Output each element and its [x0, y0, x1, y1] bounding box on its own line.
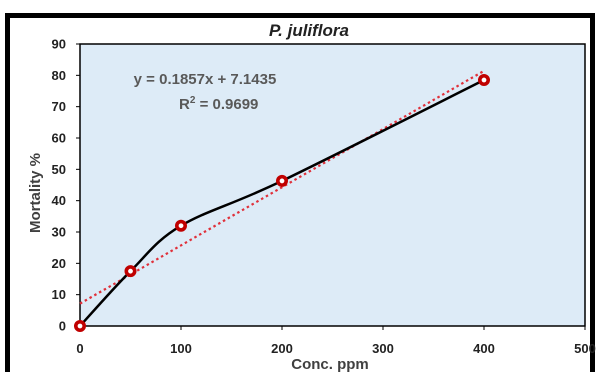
- y-tick-label: 70: [52, 99, 66, 114]
- plot-area: [79, 43, 586, 327]
- trendline-equation: y = 0.1857x + 7.1435: [134, 71, 277, 88]
- chart-title: P. juliflora: [269, 21, 349, 40]
- r-squared-label: R2 = 0.9699: [179, 95, 258, 113]
- y-tick-label: 10: [52, 287, 66, 302]
- x-axis-label: Conc. ppm: [291, 356, 369, 372]
- data-point: [477, 74, 490, 87]
- data-points: [74, 74, 490, 332]
- data-point: [275, 174, 288, 187]
- x-tick-label: 0: [76, 341, 83, 356]
- x-tick-label: 300: [372, 341, 394, 356]
- x-axis: 0 100 200 300 400 500: [76, 326, 596, 356]
- x-tick-label: 500: [574, 341, 596, 356]
- data-point: [124, 265, 137, 278]
- y-tick-label: 40: [52, 193, 66, 208]
- data-point: [74, 319, 87, 332]
- y-tick-label: 60: [52, 131, 66, 146]
- y-axis: 0 10 20 30 40 50 60 70 80 90: [52, 37, 80, 334]
- y-tick-label: 80: [52, 68, 66, 83]
- y-tick-label: 30: [52, 225, 66, 240]
- y-tick-label: 50: [52, 162, 66, 177]
- y-tick-label: 90: [52, 37, 66, 52]
- x-tick-label: 400: [473, 341, 495, 356]
- y-axis-label: Mortality %: [27, 153, 44, 233]
- x-tick-label: 100: [170, 341, 192, 356]
- x-tick-label: 200: [271, 341, 293, 356]
- y-tick-label: 20: [52, 256, 66, 271]
- y-tick-label: 0: [59, 319, 66, 334]
- data-point: [175, 219, 188, 232]
- series-line: [79, 78, 485, 327]
- trendline: [79, 69, 485, 305]
